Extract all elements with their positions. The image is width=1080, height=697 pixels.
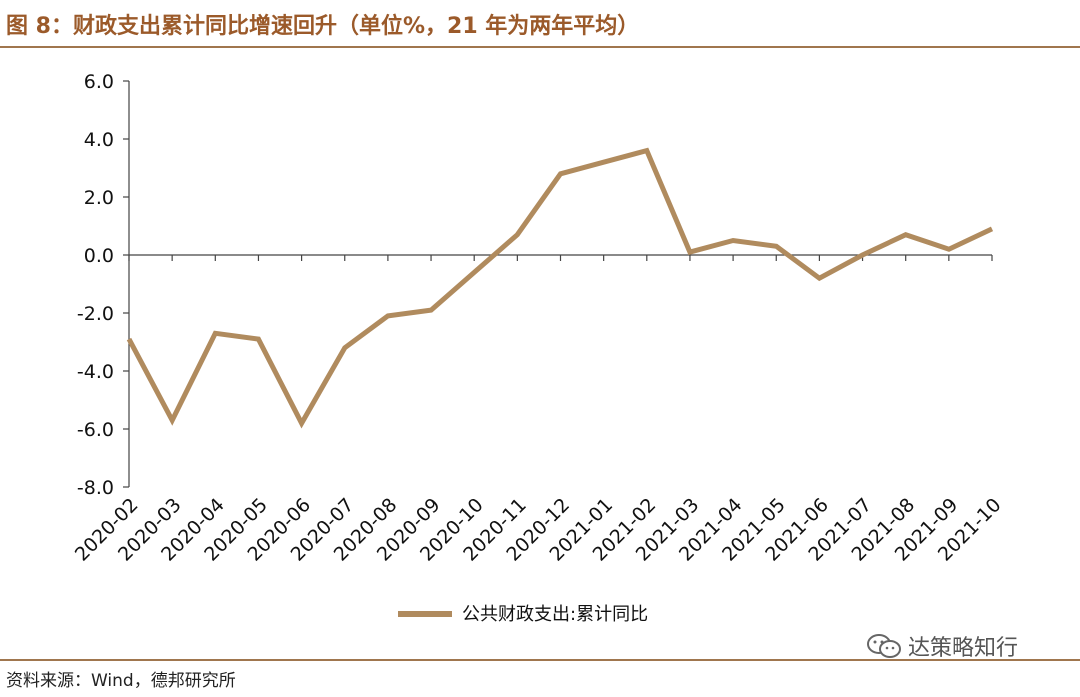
wechat-icon	[867, 634, 901, 658]
footer-rule	[0, 659, 1080, 661]
watermark: 达策略知行	[866, 630, 1018, 662]
y-tick-label: 4.0	[84, 129, 114, 151]
x-axis-ticks: 2020-022020-032020-042020-052020-062020-…	[71, 255, 1006, 566]
series-group	[126, 147, 994, 429]
line-chart: 6.0 4.0 2.0 0.0 -2.0 -4.0 -6.0 -8.0 2020-022020…	[71, 71, 1006, 625]
y-tick-label: 0.0	[84, 245, 114, 267]
watermark-text: 达策略知行	[908, 636, 1019, 661]
title-rule	[0, 46, 1080, 48]
chart-axes	[128, 81, 992, 487]
series-line	[126, 147, 994, 429]
y-tick-label: -2.0	[77, 303, 114, 325]
source-note: 资料来源：Wind，德邦研究所	[6, 671, 236, 691]
y-tick-label: 6.0	[84, 71, 114, 93]
legend: 公共财政支出:累计同比	[398, 604, 648, 625]
y-tick-label: -4.0	[77, 361, 114, 383]
y-axis-ticks: 6.0 4.0 2.0 0.0 -2.0 -4.0 -6.0 -8.0	[77, 71, 129, 499]
y-tick-label: -8.0	[77, 477, 114, 499]
legend-label: 公共财政支出:累计同比	[462, 604, 648, 625]
y-tick-label: 2.0	[84, 187, 114, 209]
y-tick-label: -6.0	[77, 419, 114, 441]
chart-title: 图 8：财政支出累计同比增速回升（单位%，21 年为两年平均）	[6, 14, 640, 39]
